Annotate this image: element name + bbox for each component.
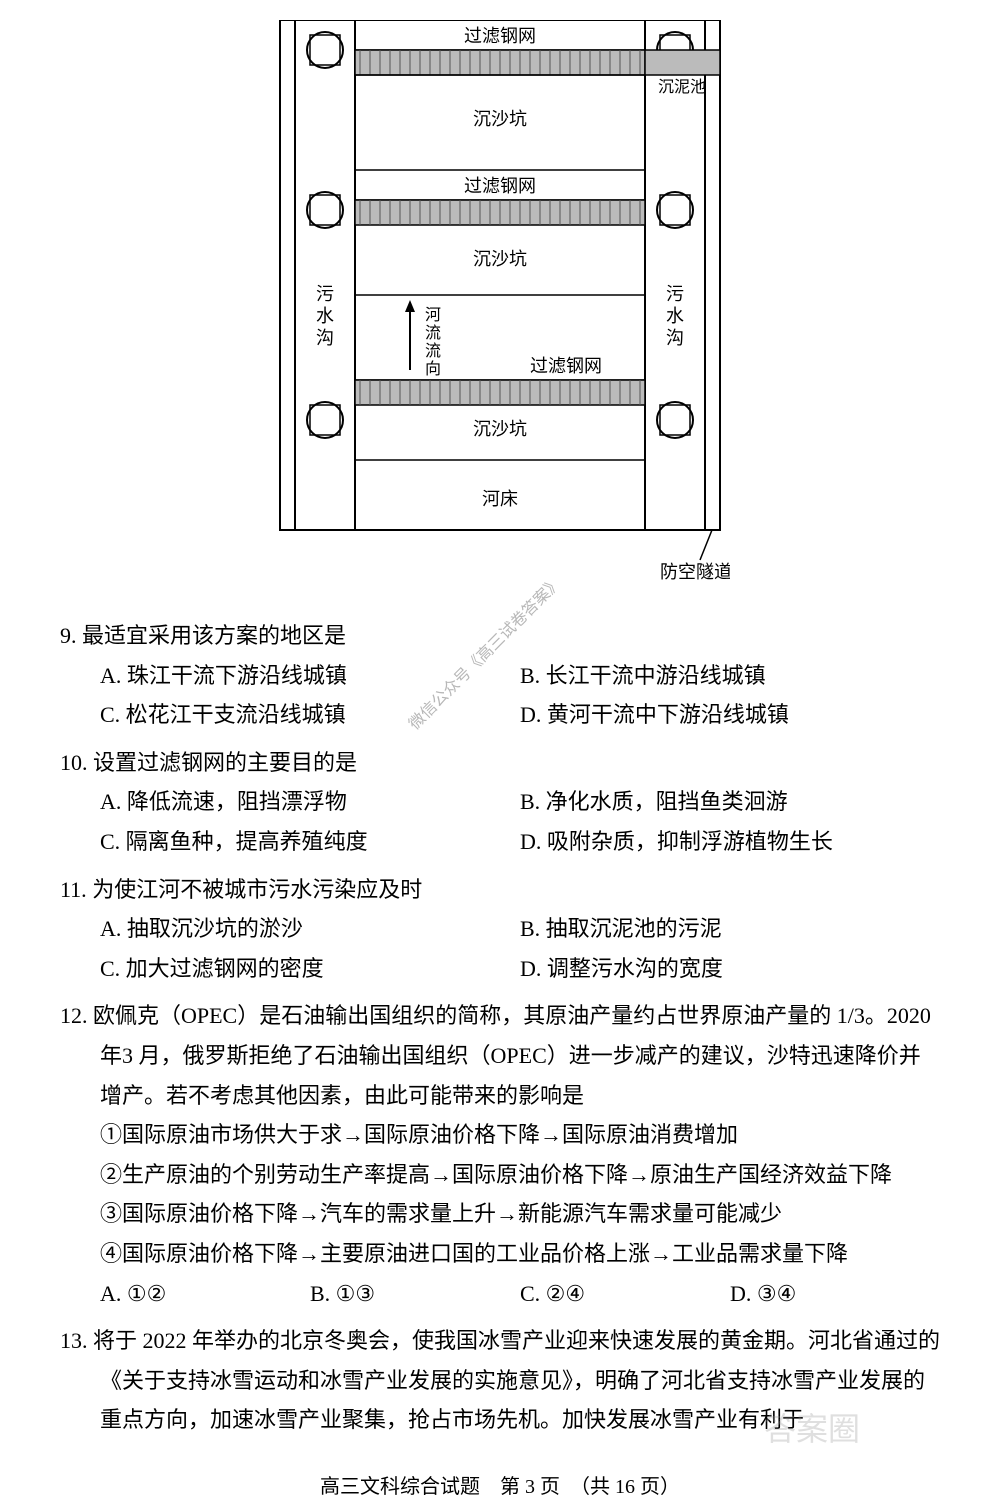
label-filter-3: 过滤钢网 <box>530 356 602 376</box>
q12-option-b: B. ①③ <box>310 1274 520 1314</box>
label-sewage-r1: 污 <box>666 284 684 304</box>
q12-option-a: A. ①② <box>100 1274 310 1314</box>
label-flow-1: 河 <box>425 306 441 324</box>
label-sewage-r2: 水 <box>666 306 684 326</box>
q12-sub-3: ③国际原油价格下降→汽车的需求量上升→新能源汽车需求量可能减少 <box>60 1194 940 1234</box>
label-mud-pool: 沉泥池 <box>658 78 706 96</box>
q9-option-d: D. 黄河干流中下游沿线城镇 <box>520 695 940 735</box>
q10-option-a: A. 降低流速，阻挡漂浮物 <box>100 782 520 822</box>
filter-diagram: 过滤钢网 沉泥池 沉沙坑 过滤钢网 沉沙坑 河 流 <box>270 20 730 596</box>
label-filter-1: 过滤钢网 <box>464 26 536 46</box>
q10-option-d: D. 吸附杂质，抑制浮游植物生长 <box>520 822 940 862</box>
q12-sub-4: ④国际原油价格下降→主要原油进口国的工业品价格上涨→工业品需求量下降 <box>60 1234 940 1274</box>
q9-option-c: C. 松花江干支流沿线城镇 <box>100 695 520 735</box>
label-sewage-l3: 沟 <box>316 328 334 348</box>
q10-option-b: B. 净化水质，阻挡鱼类洄游 <box>520 782 940 822</box>
question-11: 11. 为使江河不被城市污水污染应及时 A. 抽取沉沙坑的淤沙 B. 抽取沉泥池… <box>60 870 940 989</box>
label-flow-4: 向 <box>425 360 441 378</box>
label-sewage-l2: 水 <box>316 306 334 326</box>
q9-text: 9. 最适宜采用该方案的地区是 <box>60 616 940 656</box>
q9-option-a: A. 珠江干流下游沿线城镇 <box>100 656 520 696</box>
question-13: 13. 将于 2022 年举办的北京冬奥会，使我国冰雪产业迎来快速发展的黄金期。… <box>60 1321 940 1440</box>
label-tunnel: 防空隧道 <box>660 562 730 582</box>
label-flow-3: 流 <box>425 342 441 360</box>
q11-option-a: A. 抽取沉沙坑的淤沙 <box>100 909 520 949</box>
q12-option-c: C. ②④ <box>520 1274 730 1314</box>
q12-sub-2: ②生产原油的个别劳动生产率提高→国际原油价格下降→原油生产国经济效益下降 <box>60 1155 940 1195</box>
q11-text: 11. 为使江河不被城市污水污染应及时 <box>60 870 940 910</box>
q11-option-d: D. 调整污水沟的宽度 <box>520 949 940 989</box>
label-sand-3: 沉沙坑 <box>473 419 527 439</box>
label-riverbed: 河床 <box>482 489 518 509</box>
q12-option-d: D. ③④ <box>730 1274 940 1314</box>
page-footer: 高三文科综合试题 第 3 页 （共 16 页） <box>60 1470 940 1499</box>
label-filter-2: 过滤钢网 <box>464 176 536 196</box>
q12-sub-1: ①国际原油市场供大于求→国际原油价格下降→国际原油消费增加 <box>60 1115 940 1155</box>
label-sand-2: 沉沙坑 <box>473 249 527 269</box>
label-sewage-l1: 污 <box>316 284 334 304</box>
label-flow-2: 流 <box>425 324 441 342</box>
label-sand-1: 沉沙坑 <box>473 109 527 129</box>
q10-option-c: C. 隔离鱼种，提高养殖纯度 <box>100 822 520 862</box>
question-10: 10. 设置过滤钢网的主要目的是 A. 降低流速，阻挡漂浮物 B. 净化水质，阻… <box>60 743 940 862</box>
q11-option-c: C. 加大过滤钢网的密度 <box>100 949 520 989</box>
q13-text: 13. 将于 2022 年举办的北京冬奥会，使我国冰雪产业迎来快速发展的黄金期。… <box>60 1321 940 1440</box>
q10-text: 10. 设置过滤钢网的主要目的是 <box>60 743 940 783</box>
question-12: 12. 欧佩克（OPEC）是石油输出国组织的简称，其原油产量约占世界原油产量的 … <box>60 996 940 1313</box>
question-9: 9. 最适宜采用该方案的地区是 A. 珠江干流下游沿线城镇 B. 长江干流中游沿… <box>60 616 940 735</box>
q12-text: 12. 欧佩克（OPEC）是石油输出国组织的简称，其原油产量约占世界原油产量的 … <box>60 996 940 1115</box>
diagram-svg: 过滤钢网 沉泥池 沉沙坑 过滤钢网 沉沙坑 河 流 <box>270 20 730 590</box>
q9-option-b: B. 长江干流中游沿线城镇 <box>520 656 940 696</box>
label-sewage-r3: 沟 <box>666 328 684 348</box>
q11-option-b: B. 抽取沉泥池的污泥 <box>520 909 940 949</box>
